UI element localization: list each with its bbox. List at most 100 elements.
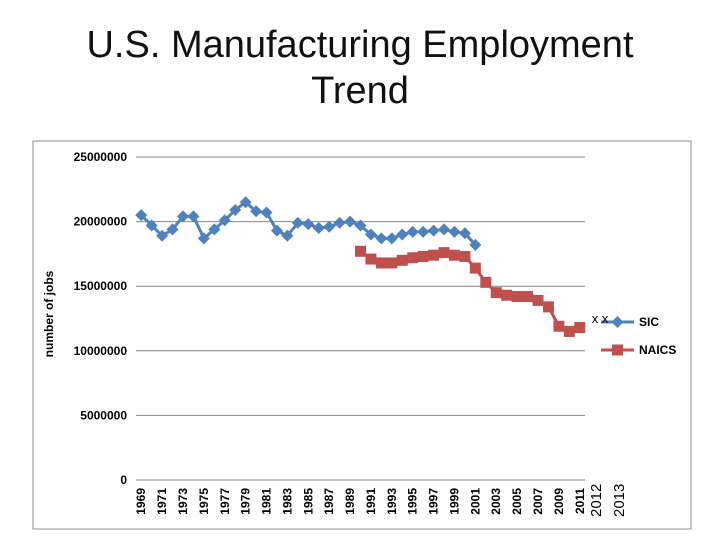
x-tick-label: 2009	[552, 488, 566, 515]
data-point-naics	[490, 287, 502, 299]
x-tick-label: 2012	[588, 484, 605, 517]
legend-label-sic: SIC	[639, 315, 659, 329]
x-tick-label: 1989	[343, 488, 357, 515]
x-tick-label: 1997	[427, 488, 441, 515]
data-point-naics	[532, 294, 544, 306]
data-point-sic	[406, 225, 419, 238]
legend: SIC NAICS	[601, 315, 676, 357]
x-tick-label: 2001	[468, 488, 482, 515]
data-point-naics	[459, 250, 471, 262]
data-point-sic	[417, 225, 430, 238]
slide-title-line-1: U.S. Manufacturing Employment	[86, 24, 634, 66]
y-tick-label: 15000000	[74, 279, 128, 293]
data-point-naics	[396, 254, 408, 266]
legend-marker-sic	[611, 316, 624, 328]
data-point-naics	[542, 301, 554, 313]
data-point-sic	[197, 232, 210, 245]
data-point-naics	[417, 250, 429, 262]
data-point-sic	[239, 196, 252, 209]
x-tick-label: 1971	[155, 488, 169, 515]
x-tick-label: 1991	[364, 488, 378, 515]
x-tick-label: 1969	[134, 488, 148, 515]
data-point-sic	[218, 214, 231, 227]
x-tick-label: 1977	[218, 488, 232, 515]
data-point-sic	[260, 206, 273, 219]
chart-frame	[32, 140, 692, 530]
data-point-sic	[135, 209, 148, 222]
data-point-sic	[208, 223, 221, 236]
x-axis-ticks: 1969 1971 1973 1975 1977 1979 1981 1983 1985 1987…	[134, 484, 628, 517]
data-point-naics	[428, 249, 440, 261]
data-point-naics	[365, 253, 377, 265]
series-naics	[355, 245, 586, 337]
data-point-sic	[187, 210, 200, 223]
data-point-sic	[344, 215, 357, 228]
data-point-sic	[438, 223, 451, 236]
x-tick-label: 1975	[197, 488, 211, 515]
data-point-sic	[448, 225, 461, 238]
data-point-sic	[270, 224, 283, 237]
series-sic	[135, 196, 482, 251]
data-point-naics	[480, 276, 492, 288]
x-tick-label: 2011	[573, 488, 587, 514]
data-point-sic	[145, 219, 158, 232]
data-point-sic	[427, 224, 440, 237]
data-point-sic	[375, 232, 388, 245]
data-point-naics	[522, 291, 534, 303]
x-tick-label: 1985	[301, 488, 315, 515]
x-tick-label: 1993	[385, 488, 399, 515]
data-point-sic	[291, 216, 304, 229]
x-tick-label: 1979	[239, 488, 253, 515]
data-point-sic	[354, 219, 367, 232]
slide-title: U.S. Manufacturing Employment Trend	[0, 22, 720, 114]
data-point-sic	[396, 228, 409, 241]
data-point-sic	[333, 216, 346, 229]
data-point-sic	[229, 203, 242, 216]
data-point-naics	[448, 249, 460, 261]
legend-label-naics: NAICS	[639, 343, 676, 357]
data-point-sic	[312, 222, 325, 235]
data-point-naics	[553, 320, 565, 332]
x-tick-label: 2003	[489, 488, 503, 515]
y-tick-label: 20000000	[74, 215, 128, 229]
x-tick-label: 1995	[406, 488, 420, 515]
data-point-naics	[407, 252, 419, 264]
data-point-sic	[281, 229, 294, 242]
data-point-sic	[469, 238, 482, 251]
data-point-sic	[176, 210, 189, 223]
y-axis-label: number of jobs	[42, 270, 56, 357]
gridlines	[136, 156, 585, 416]
data-point-sic	[250, 205, 263, 218]
series-layer	[135, 196, 586, 337]
y-tick-label: 0	[120, 473, 127, 487]
x-tick-label: 1999	[447, 488, 461, 515]
x-tick-label: 2007	[531, 488, 545, 515]
x-tick-label: 2005	[510, 488, 524, 515]
data-point-naics	[574, 322, 586, 334]
data-point-sic	[302, 218, 315, 231]
data-point-sic	[156, 229, 169, 242]
y-tick-label: 10000000	[74, 344, 128, 358]
slide-title-line-2: Trend	[311, 70, 409, 112]
data-point-naics	[469, 262, 481, 274]
data-point-sic	[458, 227, 471, 240]
y-axis-ticks: 0 5000000 10000000 15000000 20000000 25000000	[74, 150, 128, 487]
x-tick-label: 2013	[611, 484, 628, 517]
data-point-naics	[563, 325, 575, 337]
x-tick-label: 1987	[322, 488, 336, 515]
data-point-naics	[355, 245, 366, 257]
data-point-naics	[386, 257, 398, 269]
x-tick-label: 1983	[280, 488, 294, 515]
data-point-naics	[438, 247, 450, 259]
x-tick-label: 1973	[176, 488, 190, 515]
y-tick-label: 5000000	[80, 408, 127, 422]
data-point-sic	[364, 228, 377, 241]
data-point-sic	[166, 223, 179, 236]
data-point-naics	[375, 257, 387, 269]
x-tick-label: 1981	[260, 488, 274, 515]
data-point-naics	[511, 291, 523, 303]
legend-marker-naics	[612, 344, 623, 356]
y-tick-label: 25000000	[74, 150, 128, 164]
data-point-sic	[385, 232, 398, 245]
